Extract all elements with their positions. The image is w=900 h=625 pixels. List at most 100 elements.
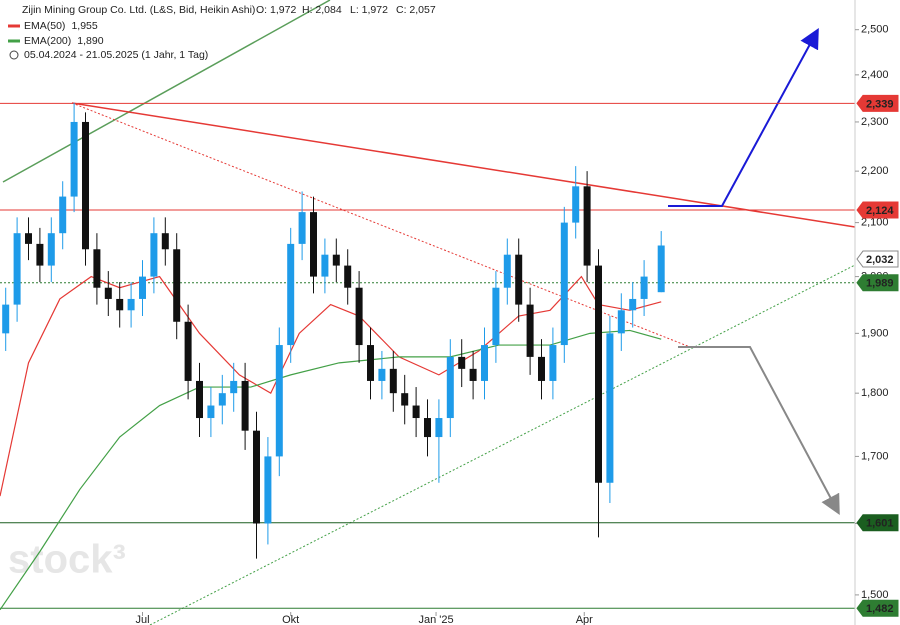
watermark: stock³ [8, 538, 126, 582]
candle-body [127, 298, 135, 311]
level-label: 1,989 [866, 278, 894, 290]
candle-body [287, 243, 295, 346]
candle-body [435, 418, 443, 438]
candle-body [606, 333, 614, 483]
candle-body [25, 233, 32, 244]
ema-line [0, 275, 662, 497]
level-tag [856, 94, 899, 112]
candle-body [332, 254, 340, 266]
arrow-up [668, 27, 819, 207]
candle-body [572, 186, 580, 223]
candle-body [640, 276, 648, 299]
candle-body [59, 196, 67, 234]
candle-body [367, 345, 374, 381]
channel-line [2, 0, 331, 183]
title: Zijin Mining Group Co. Ltd. (L&S, Bid, H… [22, 4, 255, 16]
candle-body [657, 245, 665, 293]
legend-value: 1,955 [71, 20, 97, 32]
y-tick-label: 2,400 [861, 69, 889, 81]
level-tag [856, 599, 899, 617]
candle-body [230, 380, 238, 394]
candle-body [629, 298, 637, 311]
drawings [0, 0, 856, 625]
level-tag [856, 201, 899, 219]
candle-body [116, 298, 124, 311]
candle-body [264, 456, 272, 524]
ohlc: C: 2,057 [396, 4, 436, 16]
candle-body [173, 249, 181, 322]
candle-body [93, 249, 101, 288]
level-label: 2,032 [866, 254, 894, 266]
candle-body [161, 233, 169, 250]
level-label: 1,601 [866, 518, 894, 530]
header: Zijin Mining Group Co. Ltd. (L&S, Bid, H… [9, 4, 436, 61]
candle-body [549, 345, 557, 381]
candle-body [241, 380, 249, 431]
level-tag [856, 250, 899, 268]
legend-label: EMA(50) [24, 20, 65, 32]
candle-body [13, 233, 21, 305]
y-tick-label: 1,500 [861, 589, 889, 601]
candle-body [82, 121, 89, 250]
ohlc: L: 1,972 [350, 4, 388, 16]
candle-body [253, 430, 260, 524]
level-tag [856, 514, 899, 532]
candle-body [538, 356, 545, 381]
candle-body [70, 121, 78, 197]
candle-body [481, 345, 488, 381]
candle-body [207, 405, 215, 419]
x-tick-label: Okt [282, 614, 299, 625]
y-tick-label: 1,900 [861, 327, 889, 339]
candle-body [617, 310, 625, 334]
candle-body [104, 287, 112, 299]
candle-body [344, 265, 352, 288]
trend-line [71, 102, 856, 228]
candle-body [515, 254, 523, 305]
candle-body [355, 287, 363, 346]
level-label: 1,482 [866, 603, 894, 615]
candle-body [503, 254, 511, 288]
candle-body [412, 405, 420, 419]
ohlc: O: 1,972 [256, 4, 296, 16]
x-tick-label: Apr [576, 614, 593, 625]
candle-body [47, 233, 55, 266]
candle-body [424, 418, 431, 438]
candle-body [446, 356, 454, 419]
candle-body [196, 380, 203, 419]
arrow-down [678, 346, 840, 516]
candle-body [583, 186, 591, 266]
candle-body [150, 233, 158, 277]
clock-icon [9, 50, 19, 60]
candle-body [218, 393, 226, 406]
candle-body [310, 212, 317, 277]
candle-body [492, 287, 500, 346]
period: 05.04.2024 - 21.05.2025 (1 Jahr, 1 Tag) [24, 49, 208, 61]
candle-body [560, 222, 568, 346]
candle-body [321, 254, 329, 277]
x-tick-label: Jan '25 [418, 614, 453, 625]
legend-label: EMA(200) [24, 35, 71, 47]
candle-body [36, 243, 44, 266]
legend-value: 1,890 [77, 35, 103, 47]
candle-body [275, 345, 283, 457]
y-tick-label: 1,800 [861, 387, 889, 399]
level-label: 2,339 [866, 98, 894, 110]
y-tick-label: 2,100 [861, 217, 889, 229]
candle-body [595, 265, 602, 483]
candle-body [458, 356, 466, 369]
candle-body [2, 304, 10, 334]
y-tick-label: 2,300 [861, 116, 889, 128]
ema-line [0, 329, 662, 611]
level-label: 2,124 [866, 205, 894, 217]
candle-body [389, 368, 397, 394]
y-tick-label: 2,500 [861, 24, 889, 36]
ohlc: H: 2,084 [302, 4, 342, 16]
candle-body [139, 276, 146, 299]
candle-body [298, 212, 306, 244]
candle-body [526, 304, 534, 357]
y-tick-label: 1,700 [861, 450, 889, 462]
x-tick-label: Jul [135, 614, 149, 625]
candle-body [469, 368, 477, 381]
